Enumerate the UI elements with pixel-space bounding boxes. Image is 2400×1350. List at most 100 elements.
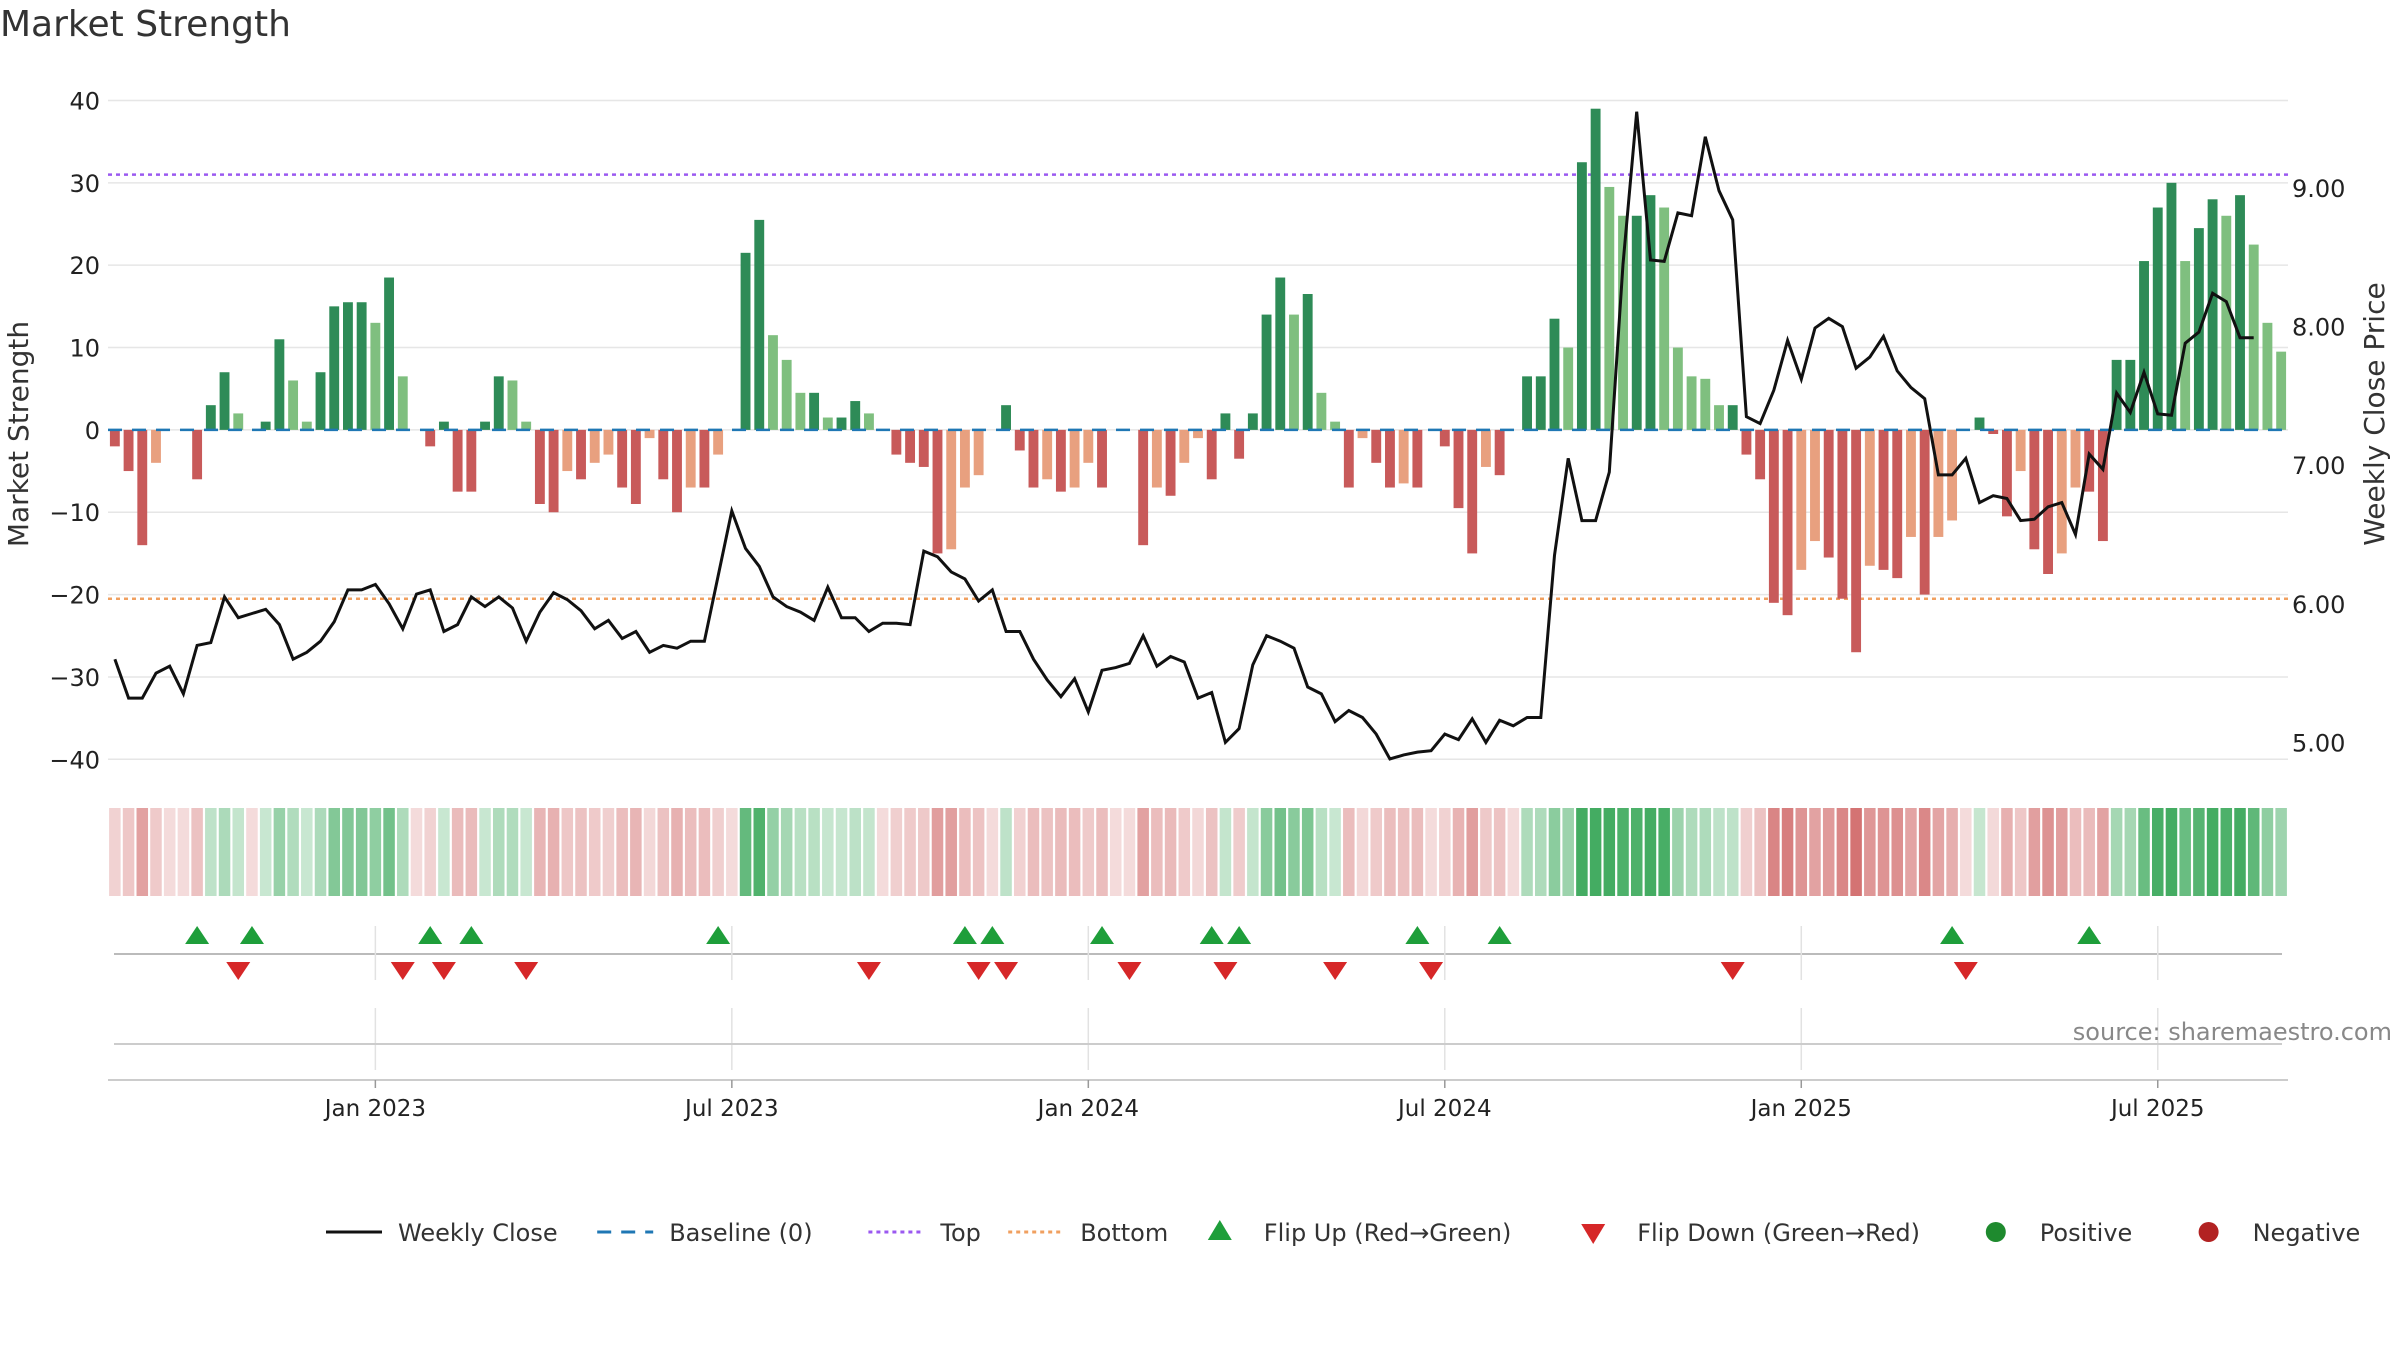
legend: Weekly Close Baseline (0) Top Bottom Flip Up… (326, 1219, 2360, 1247)
signal-band-cell (1603, 808, 1616, 896)
signal-band-cell (1014, 808, 1026, 896)
strength-bar (1289, 314, 1299, 430)
x-tick-label: Jan 2025 (1749, 1096, 1852, 1122)
signal-band-cell (465, 808, 478, 896)
signal-band-cell (1384, 808, 1396, 896)
strength-bar (397, 376, 408, 430)
flip-up-marker (418, 926, 443, 944)
signal-band-cell (1274, 808, 1287, 896)
signal-band-cell (767, 808, 779, 896)
signal-band-cell (959, 808, 971, 896)
strength-bar (1193, 429, 1203, 439)
flip-down-marker (1419, 962, 1444, 980)
signal-band-cell (1562, 808, 1574, 896)
signal-band-cell (191, 808, 203, 896)
signal-band-cell (1480, 808, 1492, 896)
x-tick-label: Jan 2024 (1036, 1096, 1139, 1122)
signal-band-cell (835, 808, 848, 896)
strength-bar (1371, 429, 1382, 463)
signal-band-cell (1822, 808, 1835, 896)
signal-band-cell (232, 808, 245, 896)
signal-band-cell (1905, 808, 1917, 896)
strength-bar (946, 429, 957, 550)
signal-band-cell (2220, 808, 2233, 896)
legend-swatch-positive (1985, 1222, 2006, 1242)
signal-band-cell (1754, 808, 1766, 896)
flip-up-marker (2077, 926, 2102, 944)
strength-bar (288, 380, 299, 430)
strength-bar (932, 429, 943, 554)
flip-up-marker (1227, 926, 1252, 944)
signal-band-cell (1411, 808, 1424, 896)
signal-band-cell (1740, 808, 1753, 896)
signal-band-cell (1192, 808, 1204, 896)
strength-bar (466, 429, 477, 492)
strength-bar (685, 429, 696, 488)
strength-bar (370, 322, 381, 430)
signal-band-cell (163, 808, 176, 896)
strength-bar (699, 429, 710, 488)
strength-bar (1590, 108, 1601, 430)
strength-bar (1302, 294, 1313, 430)
strength-bar (562, 429, 573, 472)
signal-band-cell (2138, 808, 2150, 896)
signal-band-cell (2179, 808, 2191, 896)
strength-bar (343, 302, 353, 430)
legend-label: Bottom (1080, 1219, 1168, 1247)
y-tick-label: −40 (49, 746, 100, 774)
strength-bar (2043, 429, 2053, 574)
strength-bar (809, 392, 820, 430)
legend-item: Top (868, 1219, 981, 1247)
legend-item: Flip Up (Red→Green) (1207, 1219, 1511, 1247)
signal-band-cell (822, 808, 834, 896)
signal-band-cell (616, 808, 628, 896)
strength-bar (2125, 359, 2136, 430)
strength-bar (1069, 429, 1080, 488)
signal-band-cell (1836, 808, 1849, 896)
strength-bar (1042, 429, 1053, 480)
signal-band-cell (1507, 808, 1520, 896)
signal-band-cell (1713, 808, 1725, 896)
signal-band-cell (945, 808, 957, 896)
y-tick-label: 10 (69, 335, 100, 363)
signal-band-cell (122, 808, 135, 896)
signal-band-cell (931, 808, 944, 896)
flip-down-marker (431, 962, 456, 980)
flip-up-marker (980, 926, 1005, 944)
strength-bar (1631, 215, 1642, 430)
signal-band-cell (1219, 808, 1232, 896)
strength-bar (1823, 429, 1834, 558)
signal-band-cell (1864, 808, 1876, 896)
signal-band-cell (863, 808, 875, 896)
strength-bar (576, 429, 586, 480)
signal-band-cell (2097, 808, 2109, 896)
strength-bar (603, 429, 614, 455)
signal-band-cell (890, 808, 903, 896)
signal-band-cell (1151, 808, 1163, 896)
legend-swatch-flip-up (1207, 1220, 1232, 1240)
strength-bar (1645, 195, 1656, 430)
strength-bar (2248, 244, 2259, 430)
signal-band-cell (109, 808, 121, 896)
strength-bar (1480, 429, 1491, 467)
strength-bar (1247, 413, 1258, 430)
flip-down-marker (1323, 962, 1348, 980)
strength-bar (192, 429, 203, 480)
strength-bar (1535, 376, 1546, 430)
strength-bar (1206, 429, 1217, 480)
strength-bar (315, 372, 326, 430)
signal-band-cell (684, 808, 697, 896)
signal-band-cell (479, 808, 491, 896)
signal-band-cell (1781, 808, 1794, 896)
signal-band-cell (1644, 808, 1657, 896)
strength-bar (1604, 186, 1615, 430)
strength-bar (2276, 351, 2287, 430)
signal-band-cell (1535, 808, 1547, 896)
signal-band-cell (1768, 808, 1780, 896)
signal-band-cell (1288, 808, 1300, 896)
signal-band-cell (739, 808, 752, 896)
legend-label: Top (939, 1219, 981, 1247)
legend-swatch-flip-down (1581, 1224, 1606, 1244)
strength-bar (356, 302, 367, 430)
signal-band-cell (1960, 808, 1972, 896)
